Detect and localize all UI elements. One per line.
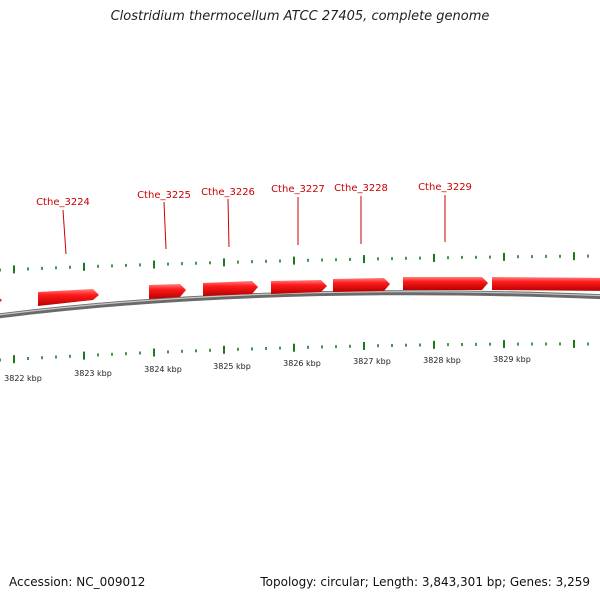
gene-label-leader — [62, 209, 67, 255]
gene-label: Cthe_3228 — [334, 183, 388, 194]
gene-arrow — [492, 277, 600, 291]
genome-backbone — [0, 290, 600, 319]
map-title: Clostridium thermocellum ATCC 27405, com… — [110, 9, 490, 24]
accession-label: Accession: NC_009012 — [9, 575, 146, 589]
upper-tick-track — [0, 252, 589, 274]
genome-backbone-highlight — [0, 291, 600, 316]
scale-label: 3825 kbp — [213, 362, 251, 371]
gene-label: Cthe_3226 — [201, 187, 255, 198]
gene-label: Cthe_3227 — [271, 184, 325, 195]
genome-summary-label: Topology: circular; Length: 3,843,301 bp… — [260, 575, 590, 589]
scale-label: 3826 kbp — [283, 359, 321, 368]
gene-arrow — [403, 277, 488, 290]
gene-arrow — [203, 281, 258, 296]
gene-arrow-partial — [0, 298, 2, 302]
gene-label: Cthe_3225 — [137, 190, 191, 201]
scale-label: 3824 kbp — [144, 365, 182, 374]
gene-label-leader — [227, 198, 230, 248]
gene-arrow — [38, 289, 99, 306]
gene-label-leader — [163, 201, 167, 250]
gene-arrow — [333, 278, 390, 292]
gene-label: Cthe_3229 — [418, 182, 472, 193]
lower-tick-track — [0, 339, 589, 364]
scale-label: 3827 kbp — [353, 357, 391, 366]
gene-arrow — [271, 280, 327, 294]
gene-label: Cthe_3224 — [36, 197, 90, 208]
gene-arrow — [149, 284, 186, 299]
scale-label: 3822 kbp — [4, 374, 42, 383]
scale-label: 3823 kbp — [74, 369, 112, 378]
scale-label: 3828 kbp — [423, 356, 461, 365]
scale-label: 3829 kbp — [493, 355, 531, 364]
